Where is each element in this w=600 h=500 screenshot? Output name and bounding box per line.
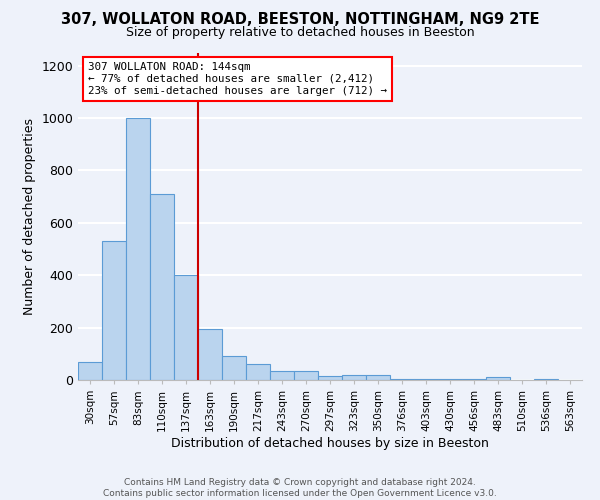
Bar bbox=[270, 371, 294, 380]
Y-axis label: Number of detached properties: Number of detached properties bbox=[23, 118, 36, 315]
Bar bbox=[390, 378, 414, 380]
Text: Size of property relative to detached houses in Beeston: Size of property relative to detached ho… bbox=[125, 26, 475, 39]
X-axis label: Distribution of detached houses by size in Beeston: Distribution of detached houses by size … bbox=[171, 436, 489, 450]
Text: 307 WOLLATON ROAD: 144sqm
← 77% of detached houses are smaller (2,412)
23% of se: 307 WOLLATON ROAD: 144sqm ← 77% of detac… bbox=[88, 62, 387, 96]
Bar bbox=[126, 118, 150, 380]
Bar bbox=[102, 241, 126, 380]
Bar bbox=[486, 378, 510, 380]
Bar bbox=[174, 275, 198, 380]
Bar bbox=[366, 375, 390, 380]
Bar bbox=[294, 371, 318, 380]
Bar bbox=[534, 378, 558, 380]
Bar bbox=[414, 378, 438, 380]
Bar bbox=[198, 329, 222, 380]
Bar bbox=[462, 378, 486, 380]
Bar bbox=[318, 376, 342, 380]
Bar bbox=[438, 378, 462, 380]
Text: 307, WOLLATON ROAD, BEESTON, NOTTINGHAM, NG9 2TE: 307, WOLLATON ROAD, BEESTON, NOTTINGHAM,… bbox=[61, 12, 539, 28]
Bar bbox=[342, 375, 366, 380]
Bar bbox=[246, 364, 270, 380]
Bar bbox=[222, 356, 246, 380]
Bar bbox=[78, 362, 102, 380]
Text: Contains HM Land Registry data © Crown copyright and database right 2024.
Contai: Contains HM Land Registry data © Crown c… bbox=[103, 478, 497, 498]
Bar bbox=[150, 194, 174, 380]
